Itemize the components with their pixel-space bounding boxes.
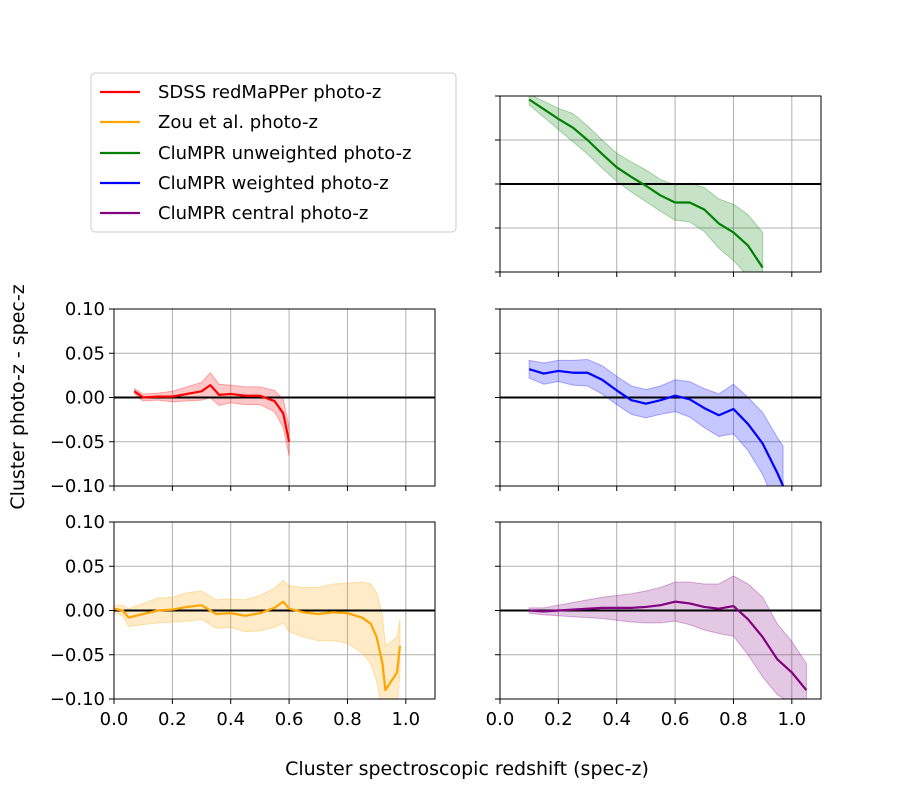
x-axis-label: Cluster spectroscopic redshift (spec-z) [285, 758, 649, 780]
series-line-clumpr-unweighted [528, 98, 764, 269]
y-tick-label: −0.10 [50, 689, 105, 710]
legend: SDSS redMaPPer photo-z Zou et al. photo-… [90, 72, 457, 233]
plot-area-clumpr-weighted [500, 358, 821, 486]
series-line-redmapper [133, 384, 291, 442]
panel-clumpr-unweighted [495, 95, 822, 277]
panel-clumpr-central: 0.0 0.2 0.4 0.6 0.8 1.0 [486, 521, 822, 730]
legend-label-clumpr-central: CluMPR central photo-z [158, 203, 368, 224]
y-tick-label: 0.10 [65, 299, 105, 320]
error-band-clumpr-central [528, 575, 807, 699]
y-tick-label: −0.05 [50, 432, 105, 453]
series-line-zou [114, 600, 402, 692]
y-tick-label: −0.05 [50, 645, 105, 666]
panel-zou: 0.0 0.2 0.4 0.6 0.8 1.0 0.10 0.05 0.00 −0.05 −0.10 [50, 512, 436, 730]
x-tick-label: 0.4 [602, 709, 631, 730]
panel-redmapper: 0.10 0.05 0.00 −0.05 −0.10 [50, 299, 436, 497]
legend-label-clumpr-weighted: CluMPR weighted photo-z [158, 173, 389, 194]
x-tick-label: 1.0 [391, 709, 420, 730]
panels-layer: 0.100.050.00−0.05−0.100.0 0.2 0.4 0.6 0.8 1.0… [50, 95, 822, 730]
x-tick-label: 1.0 [777, 709, 806, 730]
y-axis-label: Cluster photo-z - spec-z [7, 284, 29, 509]
plot-area-redmapper [114, 371, 435, 457]
x-tick-label: 0.4 [216, 709, 245, 730]
y-tick-label: −0.10 [50, 476, 105, 497]
x-tick-label: 0.6 [661, 709, 690, 730]
y-tick-label: 0.05 [65, 343, 105, 364]
series-line-clumpr-weighted [528, 368, 785, 486]
error-band-redmapper [133, 371, 290, 457]
x-tick-label: 0.0 [486, 709, 515, 730]
legend-label-clumpr-unweighted: CluMPR unweighted photo-z [158, 143, 412, 164]
y-tick-label: 0.05 [65, 556, 105, 577]
plot-area-clumpr-unweighted [500, 96, 821, 272]
x-tick-label: 0.2 [158, 709, 187, 730]
y-tick-label: 0.00 [65, 601, 105, 622]
x-tick-label: 0.8 [333, 709, 362, 730]
x-tick-label: 0.0 [100, 709, 129, 730]
series-line-clumpr-central [529, 600, 808, 691]
legend-label-redmapper: SDSS redMaPPer photo-z [158, 82, 381, 103]
panel-clumpr-weighted [495, 308, 822, 491]
y-tick-label: 0.10 [65, 512, 105, 533]
plot-area-zou [114, 579, 435, 699]
x-tick-label: 0.6 [275, 709, 304, 730]
legend-frame [90, 72, 457, 233]
y-tick-label: 0.00 [65, 388, 105, 409]
plot-area-clumpr-central [500, 575, 821, 699]
x-tick-label: 0.2 [544, 709, 573, 730]
legend-label-zou: Zou et al. photo-z [158, 112, 318, 133]
x-tick-label: 0.8 [719, 709, 748, 730]
error-band-clumpr-weighted [528, 358, 784, 486]
